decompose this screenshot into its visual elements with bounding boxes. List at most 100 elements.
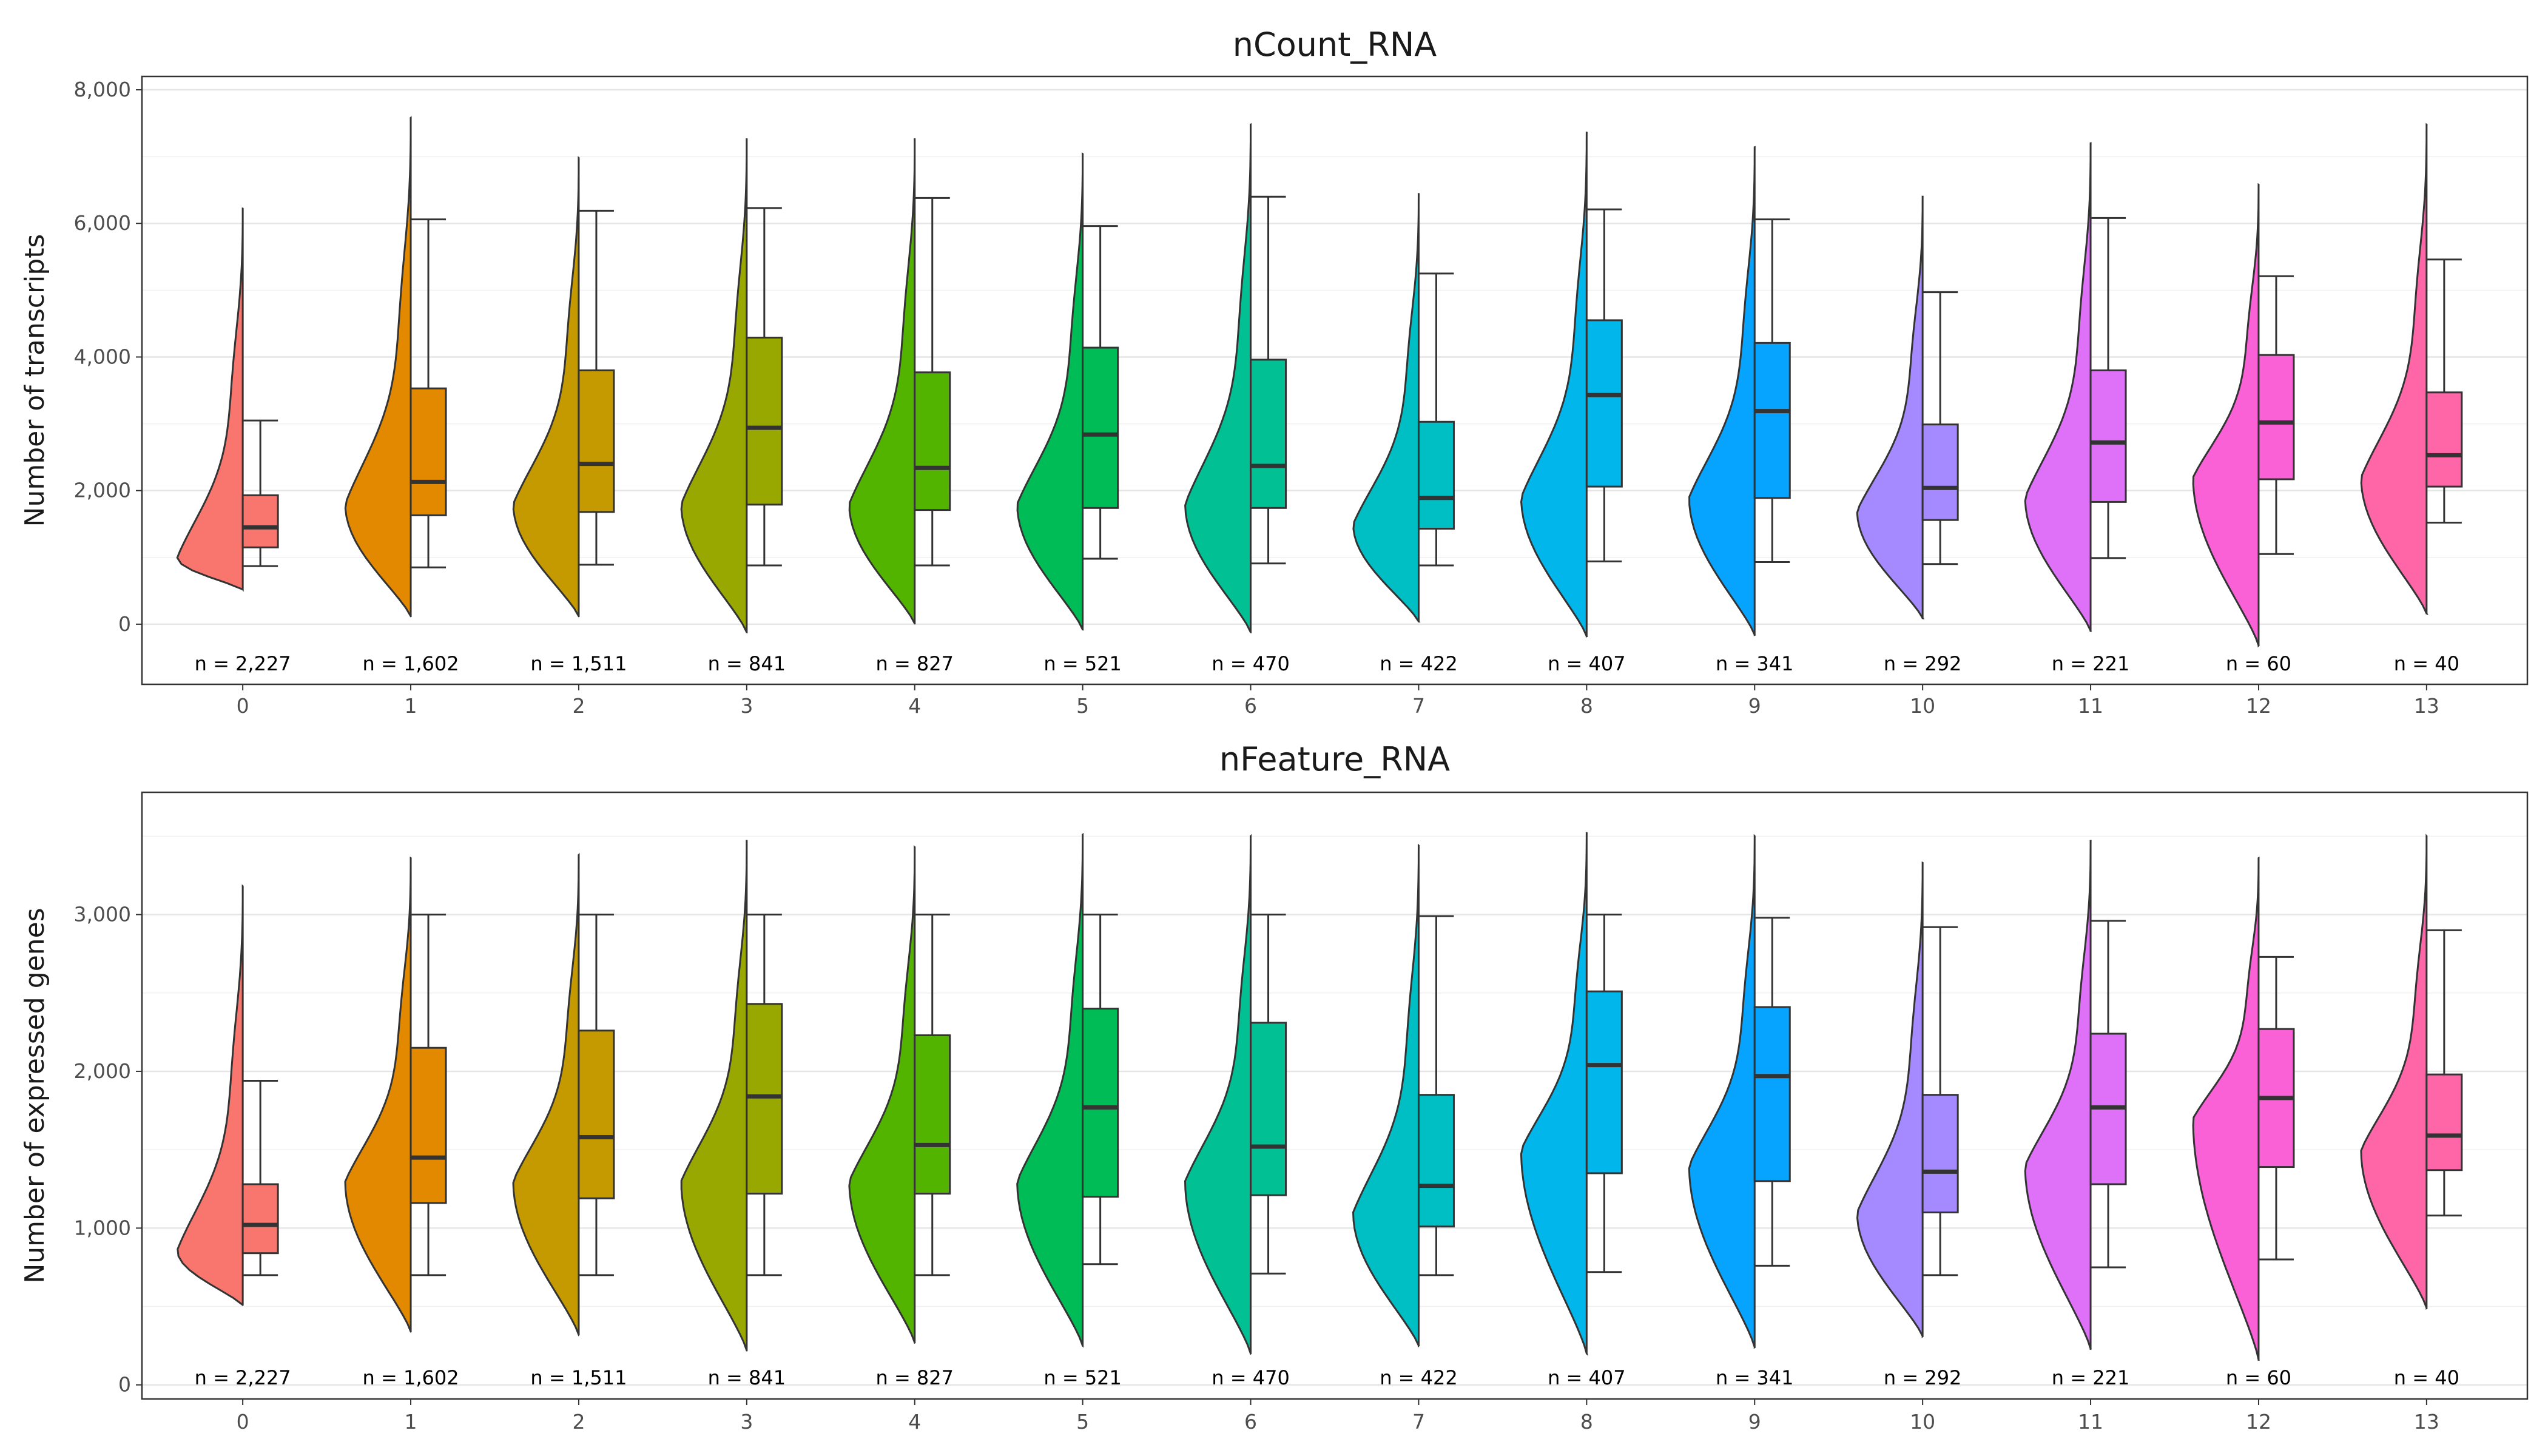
- x-tick-label: 13: [2414, 694, 2439, 718]
- y-axis-label: Number of transcripts: [19, 234, 50, 527]
- x-tick-label: 10: [1910, 1410, 1935, 1434]
- violin-cluster-12: [2192, 183, 2260, 648]
- n-label: n = 1,602: [363, 652, 459, 675]
- y-tick-label: 8,000: [74, 78, 131, 101]
- violin-cluster-1: [344, 856, 412, 1333]
- cluster-4-group: [848, 845, 951, 1344]
- cluster-8-group: [1520, 131, 1623, 638]
- violin-cluster-2: [512, 852, 580, 1336]
- cluster-5-group: [1016, 152, 1119, 631]
- cluster-10-group: [1856, 861, 1959, 1339]
- box-cluster-2: [578, 369, 615, 513]
- violin-cluster-11: [2024, 840, 2092, 1350]
- violin-cluster-5: [1016, 833, 1084, 1348]
- box-cluster-13: [2425, 391, 2463, 488]
- cluster-8-group: [1520, 831, 1623, 1357]
- n-label: n = 60: [2226, 1366, 2291, 1389]
- cluster-2-group: [512, 156, 615, 618]
- x-tick-label: 0: [237, 694, 249, 718]
- violin-cluster-3: [680, 840, 748, 1352]
- n-label: n = 470: [1212, 1366, 1290, 1389]
- n-label: n = 292: [1884, 1366, 1962, 1389]
- panel-title: nCount_RNA: [1233, 25, 1437, 64]
- box-cluster-5: [1082, 346, 1119, 509]
- x-tick-label: 6: [1244, 1410, 1257, 1434]
- cluster-1-group: [344, 856, 447, 1333]
- y-tick-label: 2,000: [74, 1059, 131, 1083]
- n-label: n = 1,511: [530, 652, 627, 675]
- cluster-12-group: [2192, 856, 2295, 1361]
- violin-cluster-9: [1688, 146, 1756, 636]
- x-tick-label: 7: [1412, 694, 1425, 718]
- box-cluster-0: [241, 494, 279, 548]
- violin-cluster-1: [344, 116, 412, 618]
- n-label: n = 521: [1043, 1366, 1122, 1389]
- violin-cluster-0: [176, 207, 244, 592]
- x-tick-label: 6: [1244, 694, 1257, 718]
- violin-cluster-8: [1520, 131, 1588, 638]
- x-tick-label: 3: [740, 1410, 753, 1434]
- violin-cluster-12: [2192, 856, 2260, 1361]
- box-cluster-13: [2425, 1073, 2463, 1171]
- y-tick-label: 0: [118, 612, 131, 636]
- violin-cluster-2: [512, 156, 580, 618]
- cluster-2-group: [512, 852, 615, 1336]
- cluster-6-group: [1184, 834, 1287, 1355]
- n-label: n = 60: [2226, 652, 2291, 675]
- cluster-10-group: [1856, 195, 1959, 620]
- box-cluster-6: [1250, 1022, 1287, 1196]
- x-tick-label: 1: [405, 694, 417, 718]
- cluster-5-group: [1016, 833, 1119, 1348]
- violin-cluster-7: [1352, 843, 1420, 1348]
- box-cluster-9: [1753, 342, 1791, 499]
- n-label: n = 470: [1212, 652, 1290, 675]
- y-tick-label: 2,000: [74, 479, 131, 502]
- cluster-11-group: [2024, 840, 2127, 1350]
- panel-border: [141, 75, 2529, 686]
- cluster-4-group: [848, 138, 951, 625]
- n-label: n = 40: [2394, 1366, 2459, 1389]
- n-label: n = 221: [2052, 652, 2130, 675]
- violin-cluster-6: [1184, 123, 1252, 633]
- box-cluster-7: [1417, 1094, 1455, 1228]
- plot-panel-1: [142, 792, 2527, 1399]
- x-tick-label: 1: [405, 1410, 417, 1434]
- x-tick-label: 0: [237, 1410, 249, 1434]
- box-cluster-8: [1585, 319, 1623, 488]
- y-tick-label: 6,000: [74, 211, 131, 235]
- box-cluster-1: [410, 1046, 447, 1204]
- cluster-11-group: [2024, 142, 2127, 632]
- cluster-9-group: [1688, 834, 1791, 1349]
- x-tick-label: 8: [1580, 1410, 1593, 1434]
- cluster-9-group: [1688, 146, 1791, 636]
- n-label: n = 827: [875, 1366, 954, 1389]
- violin-cluster-8: [1520, 831, 1589, 1357]
- x-tick-label: 13: [2414, 1410, 2439, 1434]
- n-label: n = 2,227: [195, 1366, 291, 1389]
- box-cluster-4: [914, 1034, 951, 1195]
- box-cluster-10: [1921, 1094, 1959, 1214]
- x-tick-label: 3: [740, 694, 753, 718]
- x-tick-label: 11: [2078, 1410, 2103, 1434]
- cluster-7-group: [1352, 843, 1455, 1348]
- violin-cluster-4: [848, 845, 916, 1344]
- y-tick-label: 4,000: [74, 345, 131, 368]
- x-tick-label: 11: [2078, 694, 2103, 718]
- cluster-0-group: [177, 884, 279, 1306]
- box-cluster-12: [2257, 354, 2295, 480]
- y-tick-label: 1,000: [74, 1216, 131, 1239]
- n-label: n = 827: [875, 652, 954, 675]
- n-label: n = 1,602: [363, 1366, 459, 1389]
- box-cluster-10: [1921, 423, 1959, 521]
- x-tick-label: 10: [1910, 694, 1935, 718]
- plot-panel-0: [142, 76, 2527, 684]
- cluster-7-group: [1352, 193, 1455, 622]
- n-label: n = 521: [1043, 652, 1122, 675]
- n-label: n = 422: [1380, 652, 1458, 675]
- x-tick-label: 5: [1076, 1410, 1089, 1434]
- cluster-13-group: [2360, 123, 2463, 616]
- n-label: n = 40: [2394, 652, 2459, 675]
- x-tick-label: 8: [1580, 694, 1593, 718]
- violin-cluster-3: [680, 138, 748, 633]
